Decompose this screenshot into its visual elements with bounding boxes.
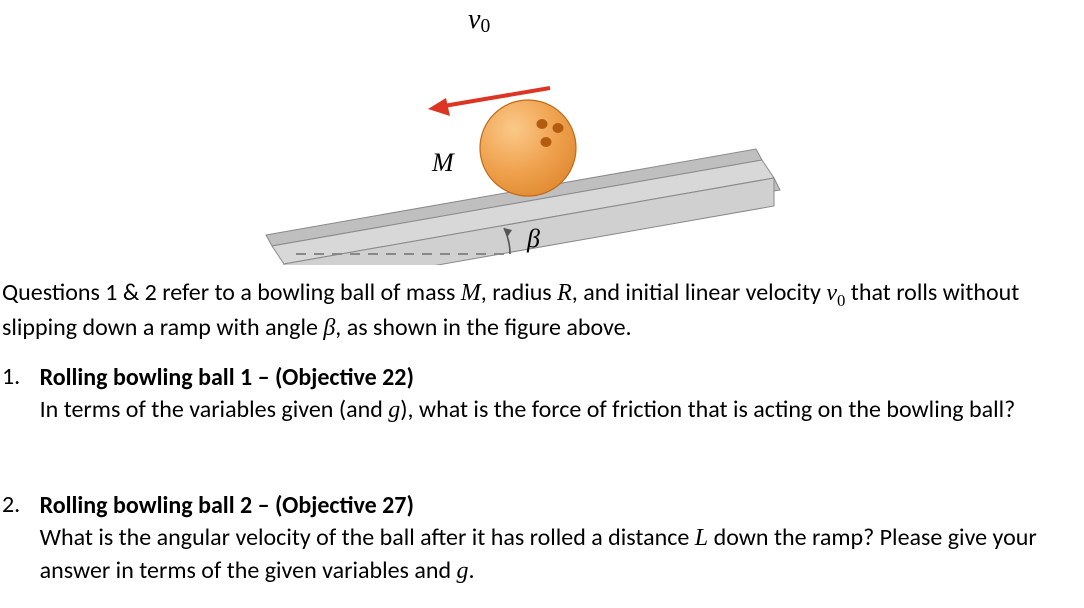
q2-var-g: g — [456, 558, 468, 584]
intro-var-R: R — [557, 280, 572, 306]
q1-title: Rolling bowling ball 1 – (Objective 22) — [40, 363, 414, 392]
q2-line-a: What is the angular velocity of the ball… — [40, 523, 695, 552]
intro-after-R: , and initial linear velocity — [572, 278, 827, 307]
label-v0-v: v — [468, 4, 480, 35]
question-1: 1. Rolling bowling ball 1 – (Objective 2… — [2, 362, 1082, 427]
q2-title: Rolling bowling ball 2 – (Objective 27) — [40, 491, 414, 520]
bowling-ball — [480, 100, 576, 196]
intro-prefix: Questions 1 & 2 refer to a bowling ball … — [2, 278, 461, 307]
page: v0 M β Questions 1 & 2 refer to a bowlin… — [0, 0, 1084, 608]
intro-after-M: , radius — [481, 278, 557, 307]
ball-hole-3 — [541, 137, 552, 147]
q1-body: Rolling bowling ball 1 – (Objective 22) … — [40, 362, 1070, 427]
q2-number: 2. — [2, 490, 36, 519]
q2-line-c: . — [468, 556, 474, 585]
q1-var-g: g — [388, 397, 400, 423]
intro-var-v: v — [826, 280, 837, 306]
velocity-arrow-head — [428, 98, 450, 116]
intro-after-beta: , as shown in the figure above. — [335, 313, 631, 342]
intro-var-M: M — [461, 280, 481, 306]
label-beta: β — [527, 224, 540, 254]
label-v0: v0 — [468, 4, 490, 36]
figure-area: v0 M β — [0, 0, 1084, 262]
physics-diagram — [260, 10, 820, 265]
q1-line-a: In terms of the variables given (and — [40, 395, 389, 424]
q1-line-b: ), what is the force of friction that is… — [400, 395, 1015, 424]
intro-var-beta: β — [323, 315, 335, 341]
question-2: 2. Rolling bowling ball 2 – (Objective 2… — [2, 490, 1082, 587]
label-M: M — [432, 148, 454, 178]
label-v0-sub: 0 — [480, 16, 490, 37]
ball-hole-1 — [537, 119, 548, 129]
ball-hole-2 — [553, 123, 564, 133]
q1-number: 1. — [2, 362, 36, 391]
q2-var-L: L — [695, 525, 708, 551]
intro-paragraph: Questions 1 & 2 refer to a bowling ball … — [2, 277, 1082, 345]
q2-body: Rolling bowling ball 2 – (Objective 27) … — [40, 490, 1070, 587]
